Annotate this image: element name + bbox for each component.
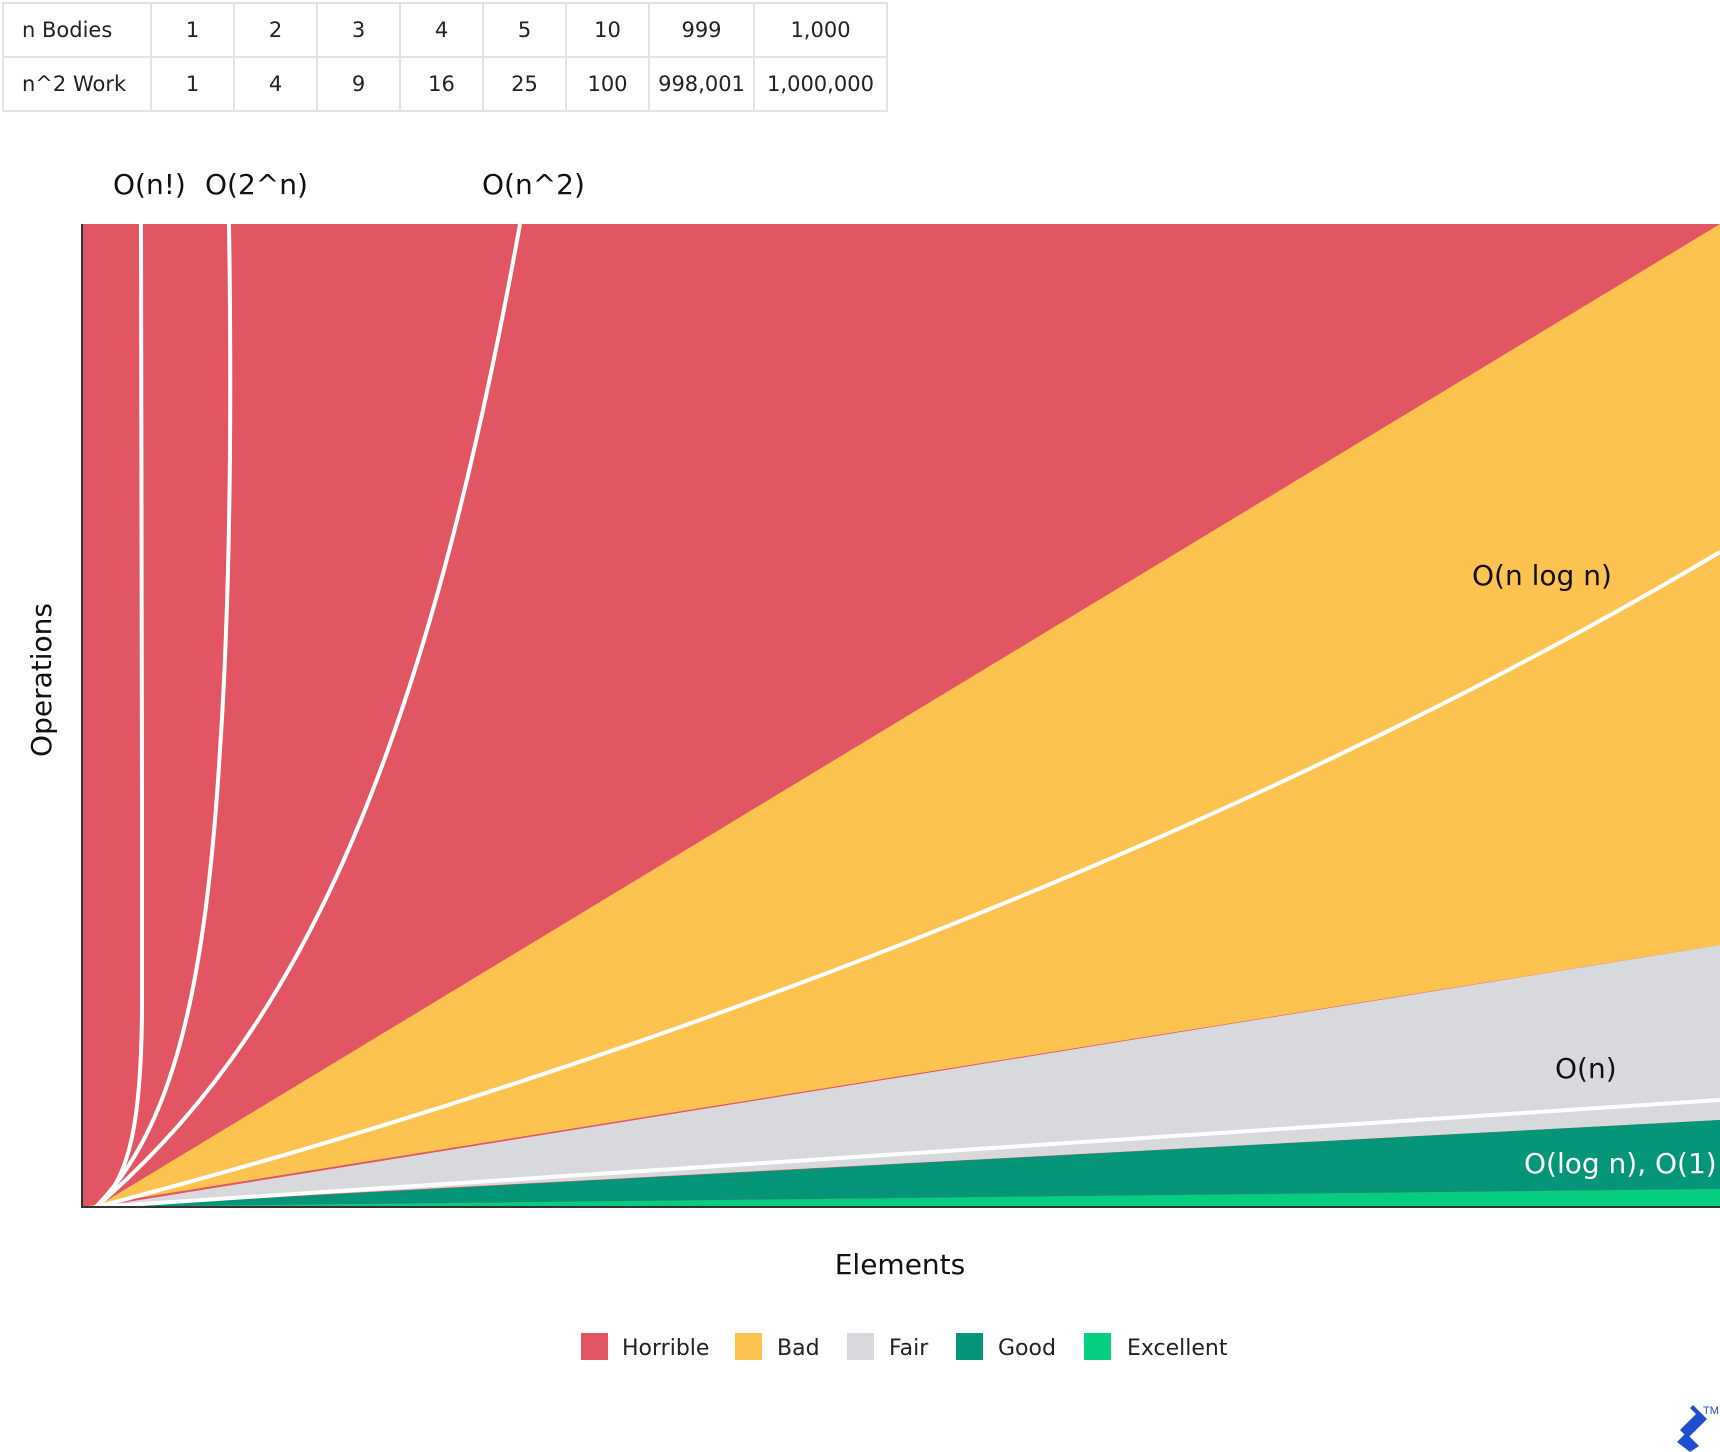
complexity-table: n Bodies 1 2 3 4 5 10 999 1,000 n^2 Work…	[2, 2, 888, 112]
legend-label-good: Good	[998, 1336, 1056, 1361]
table-cell: 16	[399, 56, 484, 112]
table-cell: 4	[233, 56, 318, 112]
x-axis-title: Elements	[835, 1248, 966, 1281]
curve-label-quadratic: O(n^2)	[482, 168, 585, 201]
table-row: n Bodies 1 2 3 4 5 10 999 1,000	[2, 2, 888, 58]
table-cell: 25	[482, 56, 567, 112]
legend-swatch-bad	[735, 1333, 762, 1360]
legend: Horrible Bad Fair Good Excellent	[581, 1333, 1228, 1361]
table-cell: 1	[150, 56, 235, 112]
curve-label-nlogn: O(n log n)	[1472, 559, 1612, 592]
row-header: n^2 Work	[2, 56, 152, 112]
curve-label-log-constant: O(log n), O(1)	[1524, 1147, 1717, 1180]
table-cell: 4	[399, 2, 484, 58]
legend-label-fair: Fair	[889, 1336, 929, 1361]
legend-swatch-excellent	[1084, 1333, 1111, 1360]
table-cell: 100	[565, 56, 650, 112]
zone-excellent	[82, 1189, 1720, 1207]
zone-good	[82, 1120, 1720, 1207]
legend-label-bad: Bad	[777, 1336, 820, 1361]
table-cell: 1	[150, 2, 235, 58]
curve-label-factorial: O(n!)	[113, 168, 186, 201]
legend-swatch-horrible	[581, 1333, 608, 1360]
table-cell: 10	[565, 2, 650, 58]
curve-nlogn	[95, 550, 1720, 1209]
table-cell: 9	[316, 56, 401, 112]
curve-label-linear: O(n)	[1555, 1052, 1617, 1085]
curve-linear	[95, 1098, 1720, 1209]
y-axis-title: Operations	[25, 603, 58, 757]
legend-label-excellent: Excellent	[1127, 1336, 1228, 1361]
toptal-logo-icon: TM	[1677, 1405, 1719, 1452]
table-cell: 3	[316, 2, 401, 58]
table-cell: 5	[482, 2, 567, 58]
zone-bad	[82, 224, 1720, 1207]
table-row: n^2 Work 1 4 9 16 25 100 998,001 1,000,0…	[2, 56, 888, 112]
table-cell: 998,001	[648, 56, 755, 112]
legend-swatch-good	[956, 1333, 983, 1360]
table-cell: 1,000,000	[753, 56, 888, 112]
legend-label-horrible: Horrible	[622, 1336, 709, 1361]
table-cell: 2	[233, 2, 318, 58]
legend-swatch-fair	[847, 1333, 874, 1360]
curve-label-exponential: O(2^n)	[205, 168, 308, 201]
curve-exponential	[94, 223, 233, 1209]
curve-quadratic	[94, 223, 522, 1209]
zone-fair	[82, 945, 1720, 1207]
table-cell: 1,000	[753, 2, 888, 58]
table-cell: 999	[648, 2, 755, 58]
trademark-mark: TM	[1703, 1405, 1719, 1417]
row-header: n Bodies	[2, 2, 152, 58]
curve-factorial	[94, 223, 144, 1209]
